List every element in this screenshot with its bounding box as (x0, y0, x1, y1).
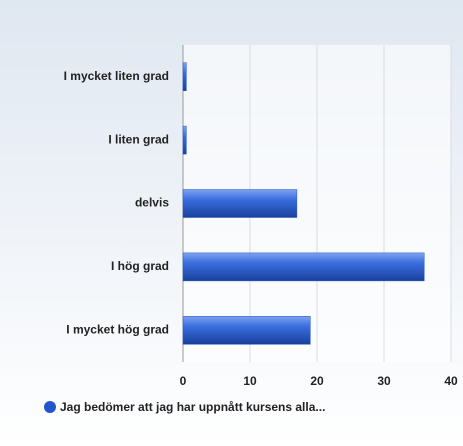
x-tick-label: 30 (377, 374, 391, 388)
x-tick-label: 40 (444, 374, 458, 388)
bar (182, 316, 311, 345)
y-tick-label: I mycket hög grad (66, 322, 169, 336)
x-tick-label: 20 (310, 374, 324, 388)
x-tick-label: 0 (180, 374, 187, 388)
legend-label: Jag bedömer att jag har uppnått kursens … (60, 400, 325, 414)
y-tick-label: I mycket liten grad (64, 69, 169, 83)
bar (182, 189, 298, 218)
x-tick-label: 10 (243, 374, 257, 388)
legend-marker (44, 401, 56, 413)
bar (182, 252, 425, 282)
bar (182, 125, 187, 155)
bar (182, 62, 187, 91)
y-tick-label: I hög grad (111, 259, 169, 273)
y-tick-label: I liten grad (108, 132, 169, 146)
y-tick-label: delvis (135, 196, 169, 210)
